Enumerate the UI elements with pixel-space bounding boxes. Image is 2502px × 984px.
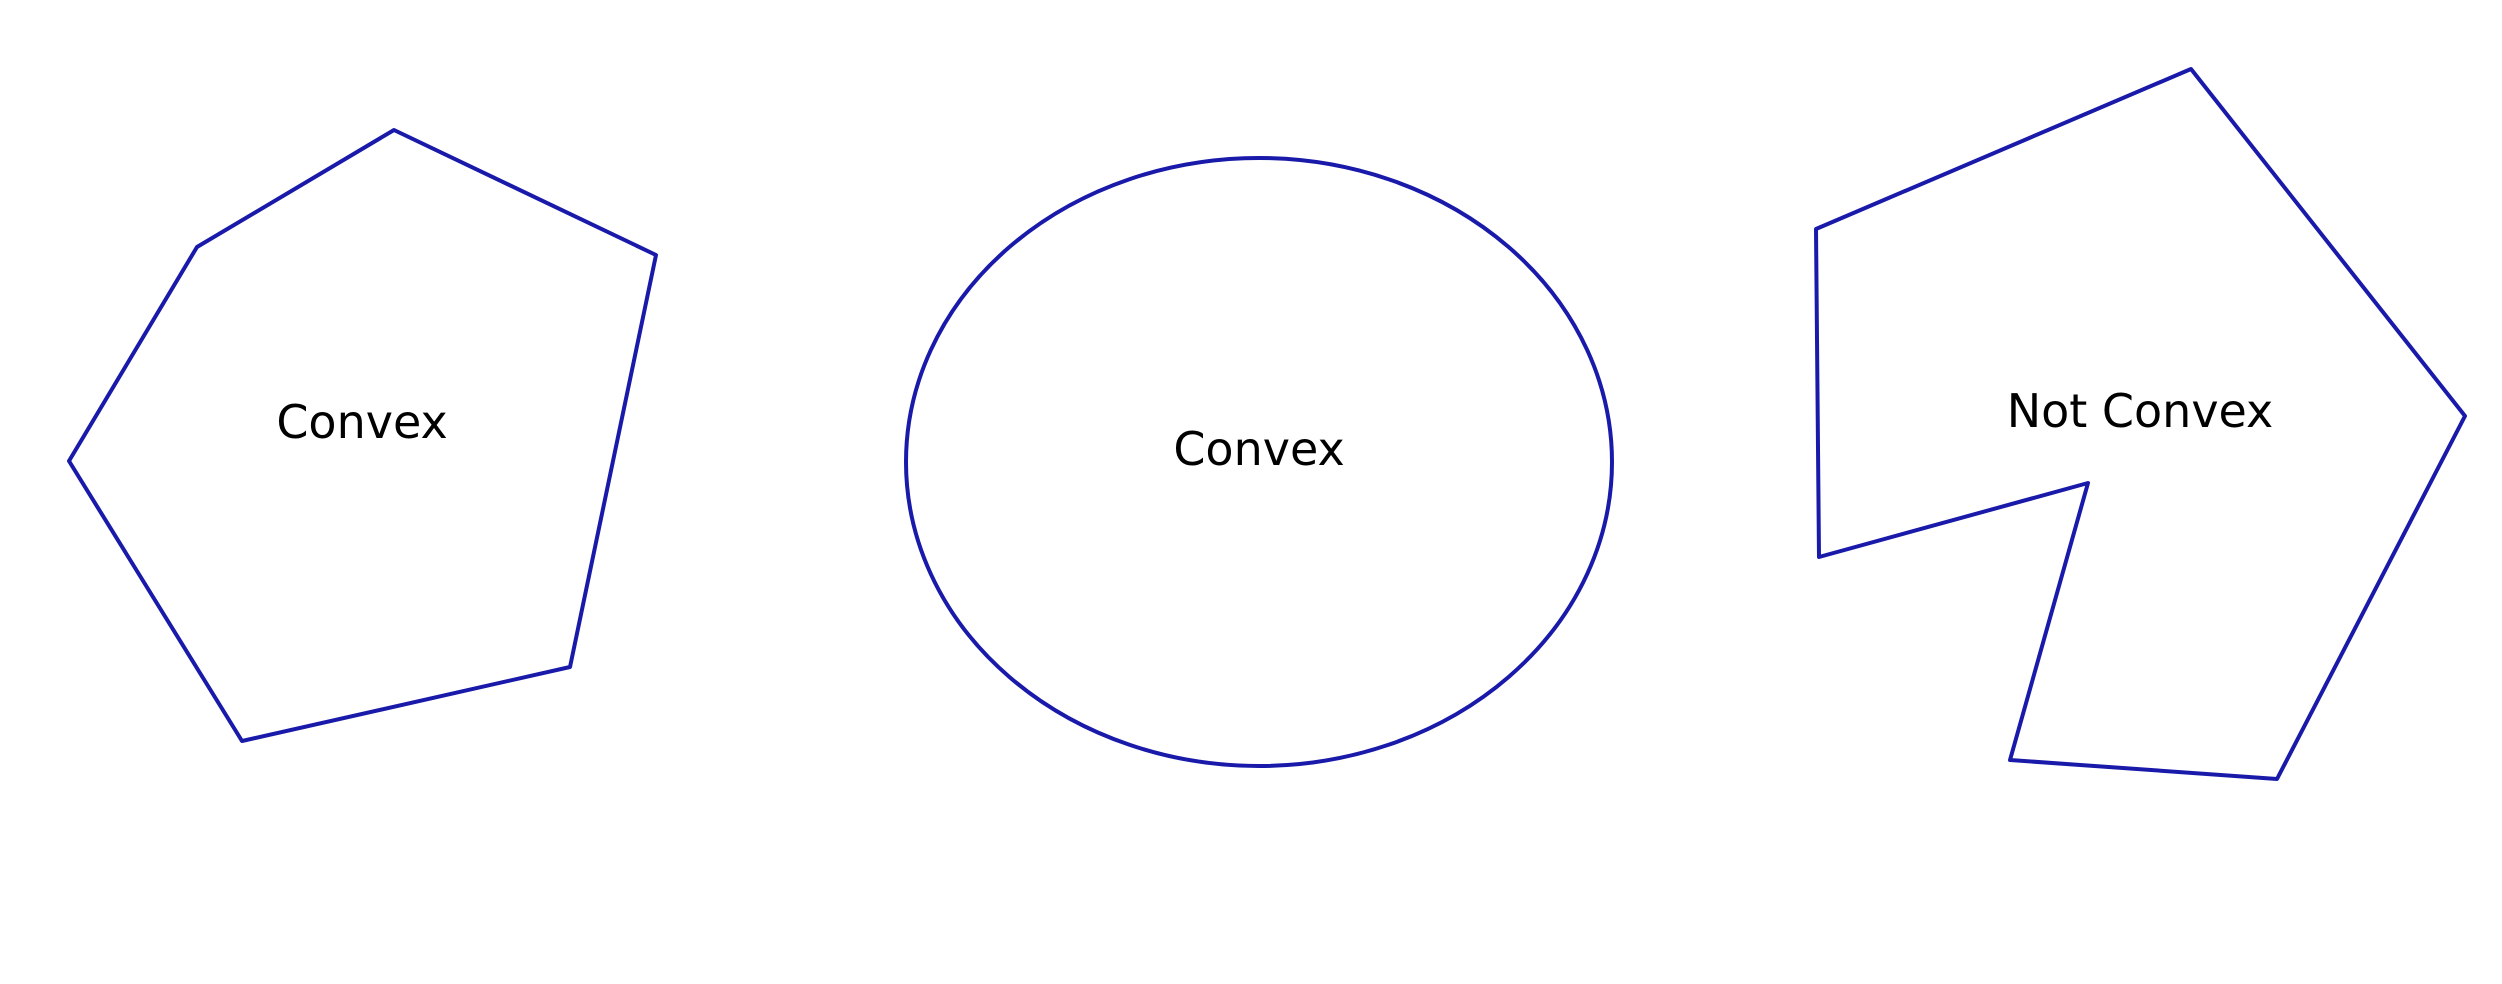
non-convex-polygon-group: Not Convex bbox=[1814, 67, 2467, 781]
convex-heptagon-shape bbox=[67, 128, 658, 743]
convex-pentagon-group: Convex bbox=[67, 128, 658, 743]
convex-ellipse-group: Convex bbox=[904, 156, 1614, 768]
non-convex-polygon-shape bbox=[1814, 67, 2467, 781]
convex-ellipse-label: Convex bbox=[1173, 422, 1344, 476]
convex-ellipse-shape bbox=[904, 156, 1614, 768]
convex-polygon-label: Convex bbox=[276, 395, 447, 449]
non-convex-polygon-label: Not Convex bbox=[2007, 384, 2274, 438]
